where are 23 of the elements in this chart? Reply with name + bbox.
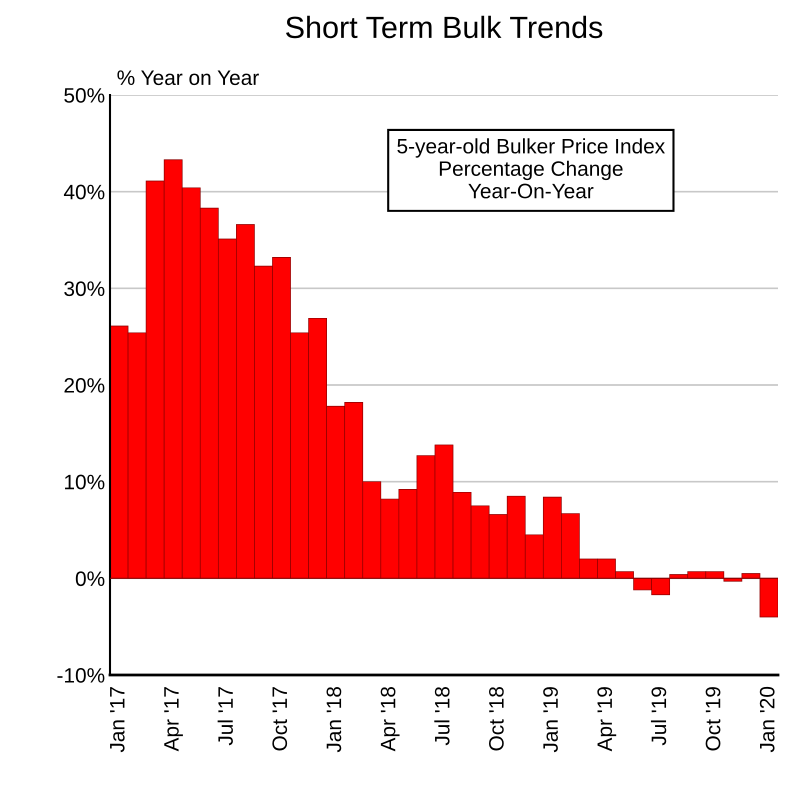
- x-tick-label: Jan '20: [760, 686, 775, 752]
- y-tick-label: -10%: [57, 668, 104, 683]
- x-tick-label: Jul '19: [650, 687, 666, 746]
- x-tick-label: Oct '17: [272, 687, 288, 750]
- x-tick-label: Jan '17: [110, 687, 125, 752]
- y-tick-label: 40%: [64, 184, 104, 200]
- y-tick-label: 30%: [64, 281, 104, 296]
- y-axis-title: % Year on Year: [117, 70, 259, 86]
- chart-title: Short Term Bulk Trends: [286, 16, 602, 38]
- x-tick-label: Jan '19: [543, 687, 558, 752]
- x-tick-label: Jan '18: [326, 687, 342, 752]
- x-tick-label: Apr '18: [380, 687, 400, 752]
- x-tick-label: Apr '19: [597, 687, 616, 752]
- y-tick-label: 0%: [76, 571, 104, 586]
- x-tick-label: Jul '18: [434, 687, 450, 746]
- x-tick-label: Jul '17: [218, 687, 233, 746]
- x-tick-label: Oct '19: [706, 687, 720, 750]
- y-tick-label: 10%: [65, 474, 104, 490]
- x-tick-label: Oct '18: [489, 687, 504, 750]
- y-tick-label: 20%: [64, 378, 104, 393]
- y-tick-label: 50%: [64, 88, 104, 103]
- x-tick-label: Apr '17: [164, 687, 183, 752]
- annotation: 5-year-old Bulker Price Index Percentage Change Year-On-Year: [397, 138, 665, 198]
